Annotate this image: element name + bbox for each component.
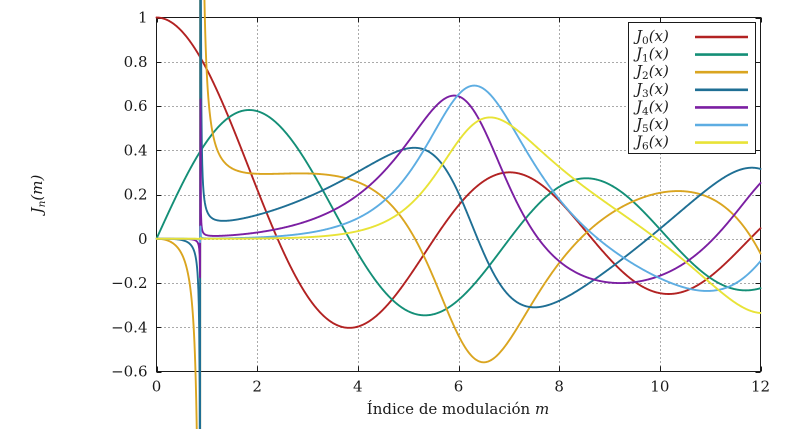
x-tick-label: 10	[650, 378, 669, 396]
legend-label-j1x: J1(x)	[633, 45, 669, 65]
gridlines	[156, 17, 761, 372]
x-tick-label: 12	[751, 378, 770, 396]
x-axis-tick-labels: 0 2 4 6 8 10 12	[152, 378, 770, 396]
legend-label-j6x: J6(x)	[633, 133, 669, 153]
y-tick-label: −0.2	[111, 274, 147, 292]
y-tick-label: −0.6	[111, 363, 147, 381]
y-axis-title-text: Jn(m)	[28, 175, 48, 217]
legend-label-j2x: J2(x)	[633, 62, 669, 82]
y-tick-label: 0.2	[124, 186, 148, 204]
curve-j6x	[155, 116, 762, 314]
y-tick-label: 0	[138, 230, 148, 248]
legend-label-j4x: J4(x)	[633, 97, 669, 117]
x-axis-title: Índice de modulación m	[367, 400, 549, 418]
y-axis-title: Jn(m)	[28, 175, 48, 217]
tick-marks	[156, 17, 762, 373]
curve-j0x	[155, 16, 762, 329]
y-tick-label: 0.6	[124, 97, 148, 115]
x-tick-label: 0	[152, 378, 162, 396]
curve-j4x	[155, 94, 762, 285]
legend-entries[interactable]: J0(x)J1(x)J2(x)J3(x)J4(x)J5(x)J6(x)	[633, 27, 748, 153]
legend-box	[628, 22, 756, 154]
y-tick-label: −0.4	[111, 318, 147, 336]
legend-label-j5x: J5(x)	[633, 115, 669, 135]
legend-label-j0x: J0(x)	[633, 27, 669, 47]
plot-frame	[156, 17, 761, 372]
x-tick-label: 6	[454, 378, 464, 396]
data-curves	[155, 0, 762, 429]
x-tick-label: 4	[353, 378, 363, 396]
legend-label-j3x: J3(x)	[633, 80, 669, 100]
curve-j2x	[155, 0, 762, 429]
curve-j3x	[155, 0, 762, 429]
y-tick-label: 0.4	[124, 141, 148, 159]
curve-j5x	[155, 84, 762, 292]
y-tick-label: 1	[138, 9, 148, 27]
x-tick-label: 8	[554, 378, 564, 396]
x-tick-label: 2	[252, 378, 262, 396]
y-tick-label: 0.8	[124, 53, 148, 71]
y-axis-tick-labels: 1 0.8 0.6 0.4 0.2 0 −0.2 −0.4 −0.6	[111, 9, 147, 381]
legend[interactable]: J0(x)J1(x)J2(x)J3(x)J4(x)J5(x)J6(x)	[628, 22, 756, 154]
